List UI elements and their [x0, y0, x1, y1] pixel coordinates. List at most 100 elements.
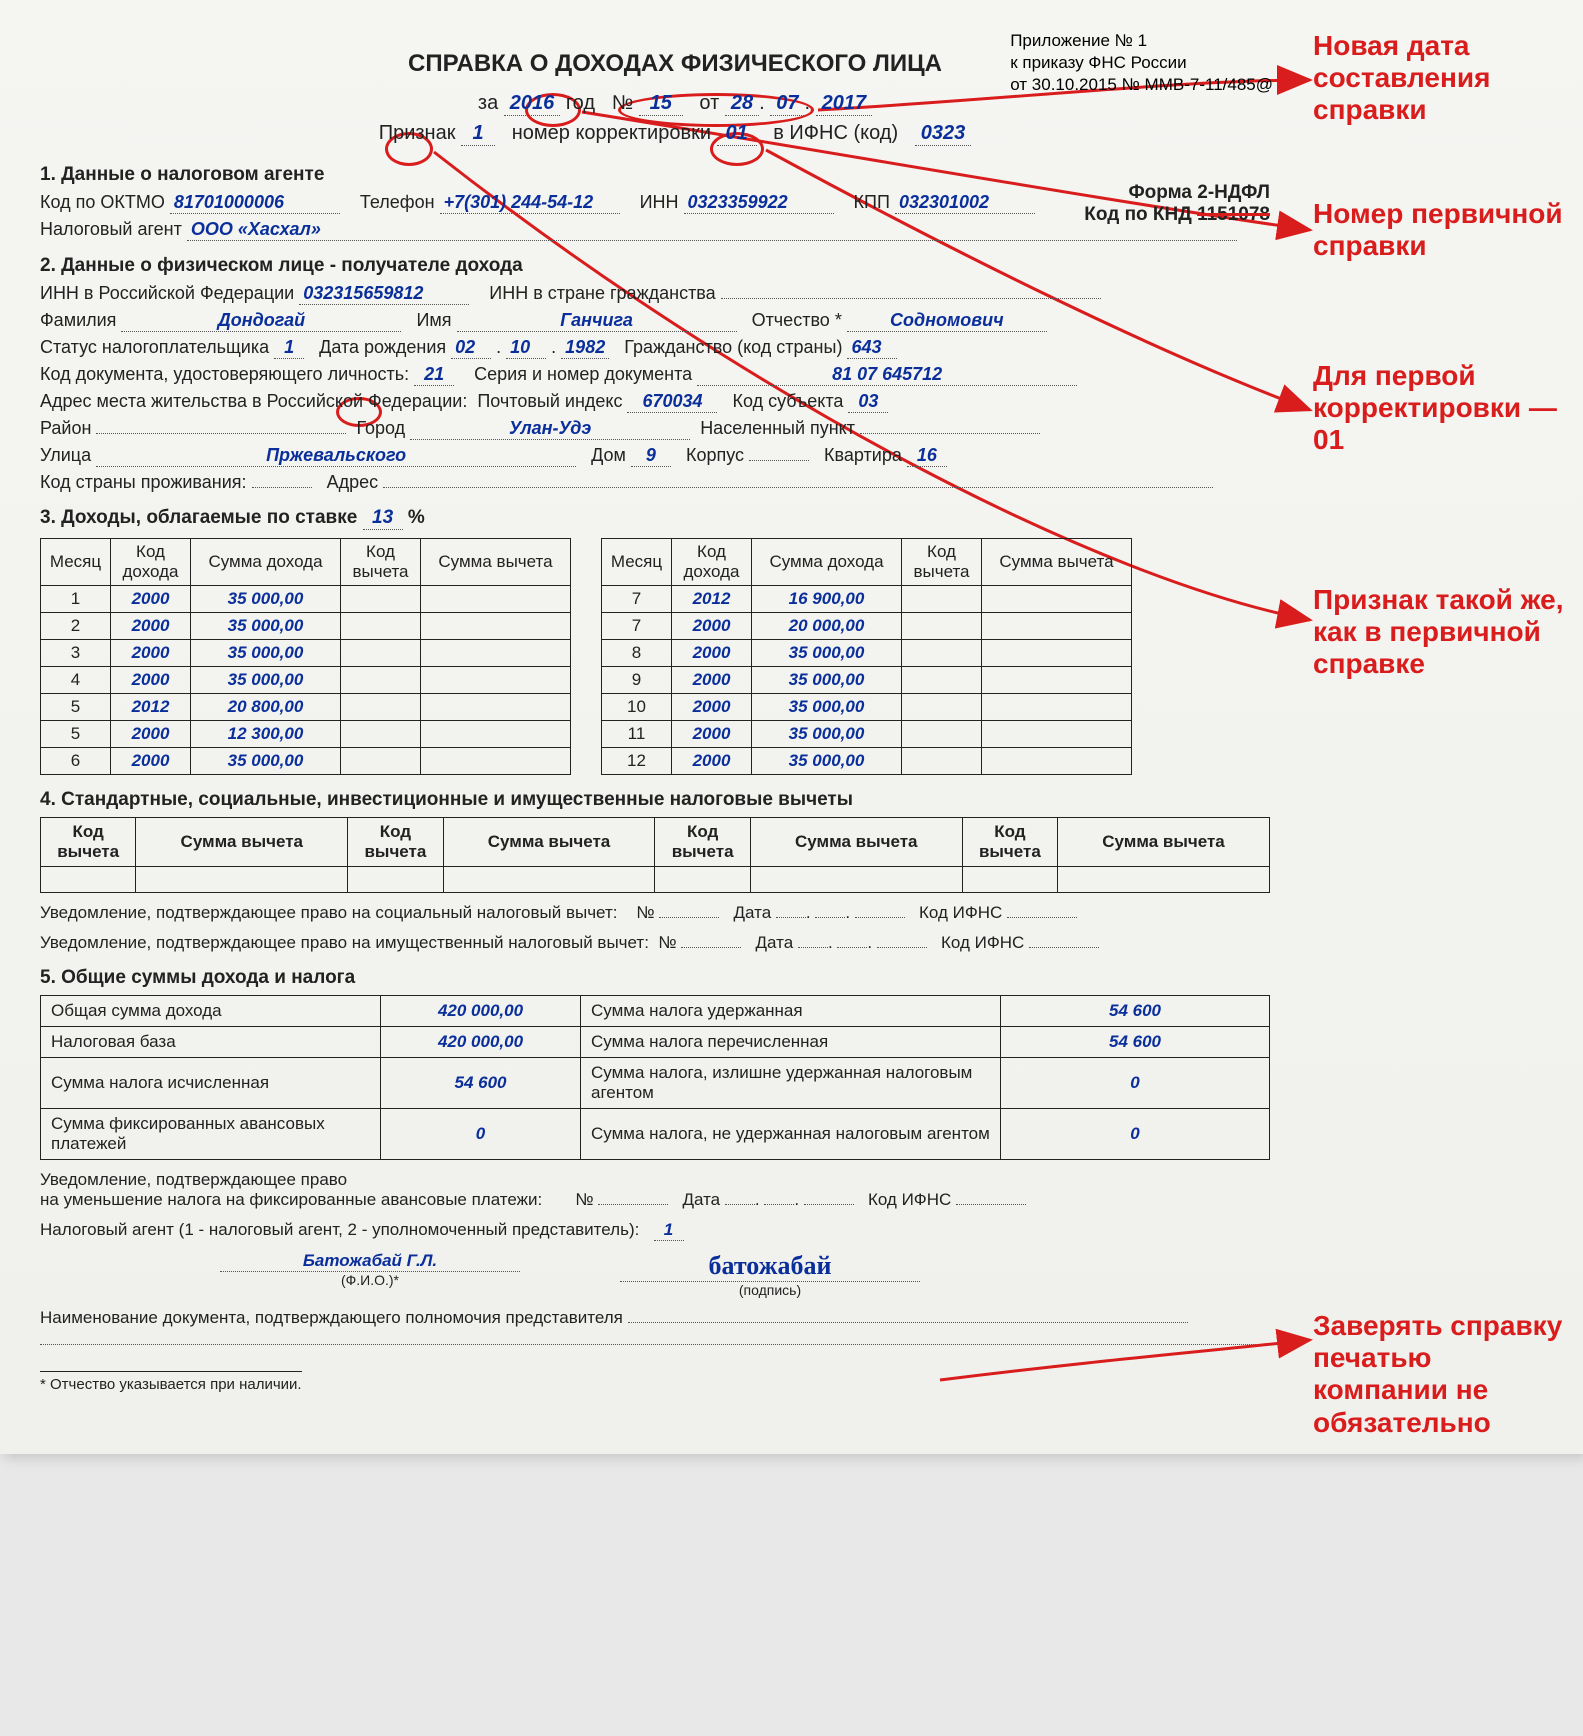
s4-heading: 4. Стандартные, социальные, инвестиционн… [40, 789, 1310, 811]
form-code-block: Форма 2-НДФЛ Код по КНД 1151078 [1084, 182, 1270, 226]
income-row: 4200035 000,00 [41, 667, 571, 694]
zip-label: Почтовый индекс [477, 391, 622, 411]
nasel [860, 433, 1040, 434]
form-name: Форма 2-НДФЛ [1084, 182, 1270, 204]
income-table-left: Месяц Код дохода Сумма дохода Код вычета… [40, 538, 571, 775]
doc-title: СПРАВКА О ДОХОДАХ ФИЗИЧЕСКОГО ЛИЦА [40, 50, 1310, 78]
doc-confirm-label: Наименование документа, подтверждающего … [40, 1308, 623, 1327]
fio-under: (Ф.И.О.)* [220, 1272, 520, 1288]
ot-label: от [699, 92, 719, 114]
t-r4l: Сумма фиксированных авансовых платежей [41, 1109, 381, 1160]
kpp: 032301002 [895, 192, 1035, 214]
th-vcode-r: Код вычета [902, 539, 982, 586]
flat-label: Квартира [824, 445, 902, 465]
t-r2v: 420 000,00 [381, 1027, 581, 1058]
annotation-stamp: Заверять справку печатью компании не обя… [1313, 1310, 1573, 1439]
addr-label: Адрес места жительства в Российской Феде… [40, 391, 467, 411]
uved-soc-label: Уведомление, подтверждающее право на соц… [40, 903, 617, 922]
doc-ser-label: Серия и номер документа [474, 364, 692, 384]
th-vcode: Код вычета [341, 539, 421, 586]
income-row: 7201216 900,00 [602, 586, 1132, 613]
t-r1l: Общая сумма дохода [41, 996, 381, 1027]
oktmo-label: Код по ОКТМО [40, 192, 165, 212]
tax-rate: 13 [363, 507, 403, 530]
divider [40, 1344, 1270, 1345]
patr-label: Отчество * [752, 310, 842, 330]
uved-ifns-label: Код ИФНС [919, 903, 1002, 922]
patr: Содномович [847, 310, 1047, 332]
uved-no-label: № [636, 903, 654, 922]
priznak-value: 1 [461, 122, 495, 146]
income-row: 10200035 000,00 [602, 694, 1132, 721]
city-label: Город [356, 418, 405, 438]
inn-foreign-label: ИНН в стране гражданства [489, 283, 715, 303]
god-label: год [566, 92, 595, 114]
t-r3rv: 0 [1001, 1058, 1270, 1109]
income-row: 6200035 000,00 [41, 748, 571, 775]
deduct-table: Код вычета Сумма вычета Код вычета Сумма… [40, 817, 1270, 893]
dob-d: 02 [451, 337, 491, 359]
annotation-corr01: Для первой корректи­ровки — 01 [1313, 360, 1573, 457]
annotation-first-no: Номер пер­вичной справки [1313, 198, 1573, 262]
income-row: 3200035 000,00 [41, 640, 571, 667]
subj: 03 [848, 391, 888, 413]
t-r3v: 54 600 [381, 1058, 581, 1109]
za-label: за [478, 92, 498, 114]
d-th-code3: Код вычета [655, 818, 750, 867]
name-label: Имя [416, 310, 451, 330]
name: Ганчига [457, 310, 737, 332]
dob-m: 10 [506, 337, 546, 359]
dob-y: 1982 [561, 337, 609, 359]
citizen-label: Гражданство (код страны) [624, 337, 842, 357]
uved-soc-no [659, 917, 719, 918]
raion [96, 433, 346, 434]
korpus [749, 460, 809, 461]
date-m: 07 [770, 92, 804, 116]
sign-under: (подпись) [620, 1282, 920, 1298]
inn-foreign [721, 298, 1101, 299]
ifns-value: 0323 [915, 122, 972, 146]
oktmo: 81701000006 [170, 192, 340, 214]
doc-confirm-row: Наименование документа, подтверждающего … [40, 1308, 1310, 1328]
doc-code: 21 [414, 364, 454, 386]
signer-fio: Батожабай Г.Л. [220, 1251, 520, 1272]
city: Улан-Удэ [410, 418, 690, 440]
uved-im-line: Уведомление, подтверждающее право на иму… [40, 933, 1310, 953]
d-th-sum4: Сумма вычета [1058, 818, 1270, 867]
s2-heading: 2. Данные о физическом лице - получателе… [40, 255, 1310, 277]
income-row: 5200012 300,00 [41, 721, 571, 748]
income-row: 11200035 000,00 [602, 721, 1132, 748]
t-r2rv: 54 600 [1001, 1027, 1270, 1058]
inn-agent: 0323359922 [684, 192, 834, 214]
d-th-sum1: Сумма вычета [136, 818, 348, 867]
no-value: 15 [639, 92, 683, 116]
knd-value: 1151078 [1197, 204, 1270, 225]
status-label: Статус налогоплательщика [40, 337, 269, 357]
raion-label: Район [40, 418, 91, 438]
s3-heading: 3. Доходы, облагаемые по ставке 13 % [40, 507, 1310, 530]
flat: 16 [907, 445, 947, 467]
annotation-new-date: Новая дата составления справки [1313, 30, 1573, 127]
annotation-priznak: Признак такой же, как в пер­вичной справ… [1313, 584, 1573, 681]
t-r3l: Сумма налога исчисленная [41, 1058, 381, 1109]
uved-date-label: Дата [734, 903, 772, 922]
signature-row: Батожабай Г.Л. (Ф.И.О.)* батожабай (подп… [40, 1251, 1310, 1298]
citizen: 643 [847, 337, 897, 359]
t-r4r: Сумма налога, не удержанная налоговым аг… [581, 1109, 1001, 1160]
income-row: 9200035 000,00 [602, 667, 1132, 694]
korr-label: номер корректировки [512, 122, 711, 144]
th-vsum-r: Сумма вычета [982, 539, 1132, 586]
uved-soc-line: Уведомление, подтверждающее право на соц… [40, 903, 1310, 923]
uved-im-label: Уведомление, подтверждающее право на иму… [40, 933, 649, 952]
th-code-r: Код дохода [672, 539, 752, 586]
t-r4v: 0 [381, 1109, 581, 1160]
doc-ser: 81 07 645712 [697, 364, 1077, 386]
d-th-code2: Код вычета [348, 818, 443, 867]
d-th-sum2: Сумма вычета [443, 818, 655, 867]
country [252, 487, 312, 488]
income-tables: Месяц Код дохода Сумма дохода Код вычета… [40, 538, 1310, 775]
agent-type-label: Налоговый агент (1 - налоговый агент, 2 … [40, 1220, 639, 1239]
ifns-label: в ИФНС (код) [773, 122, 898, 144]
th-vsum: Сумма вычета [421, 539, 571, 586]
knd-label: Код по КНД [1084, 204, 1192, 225]
